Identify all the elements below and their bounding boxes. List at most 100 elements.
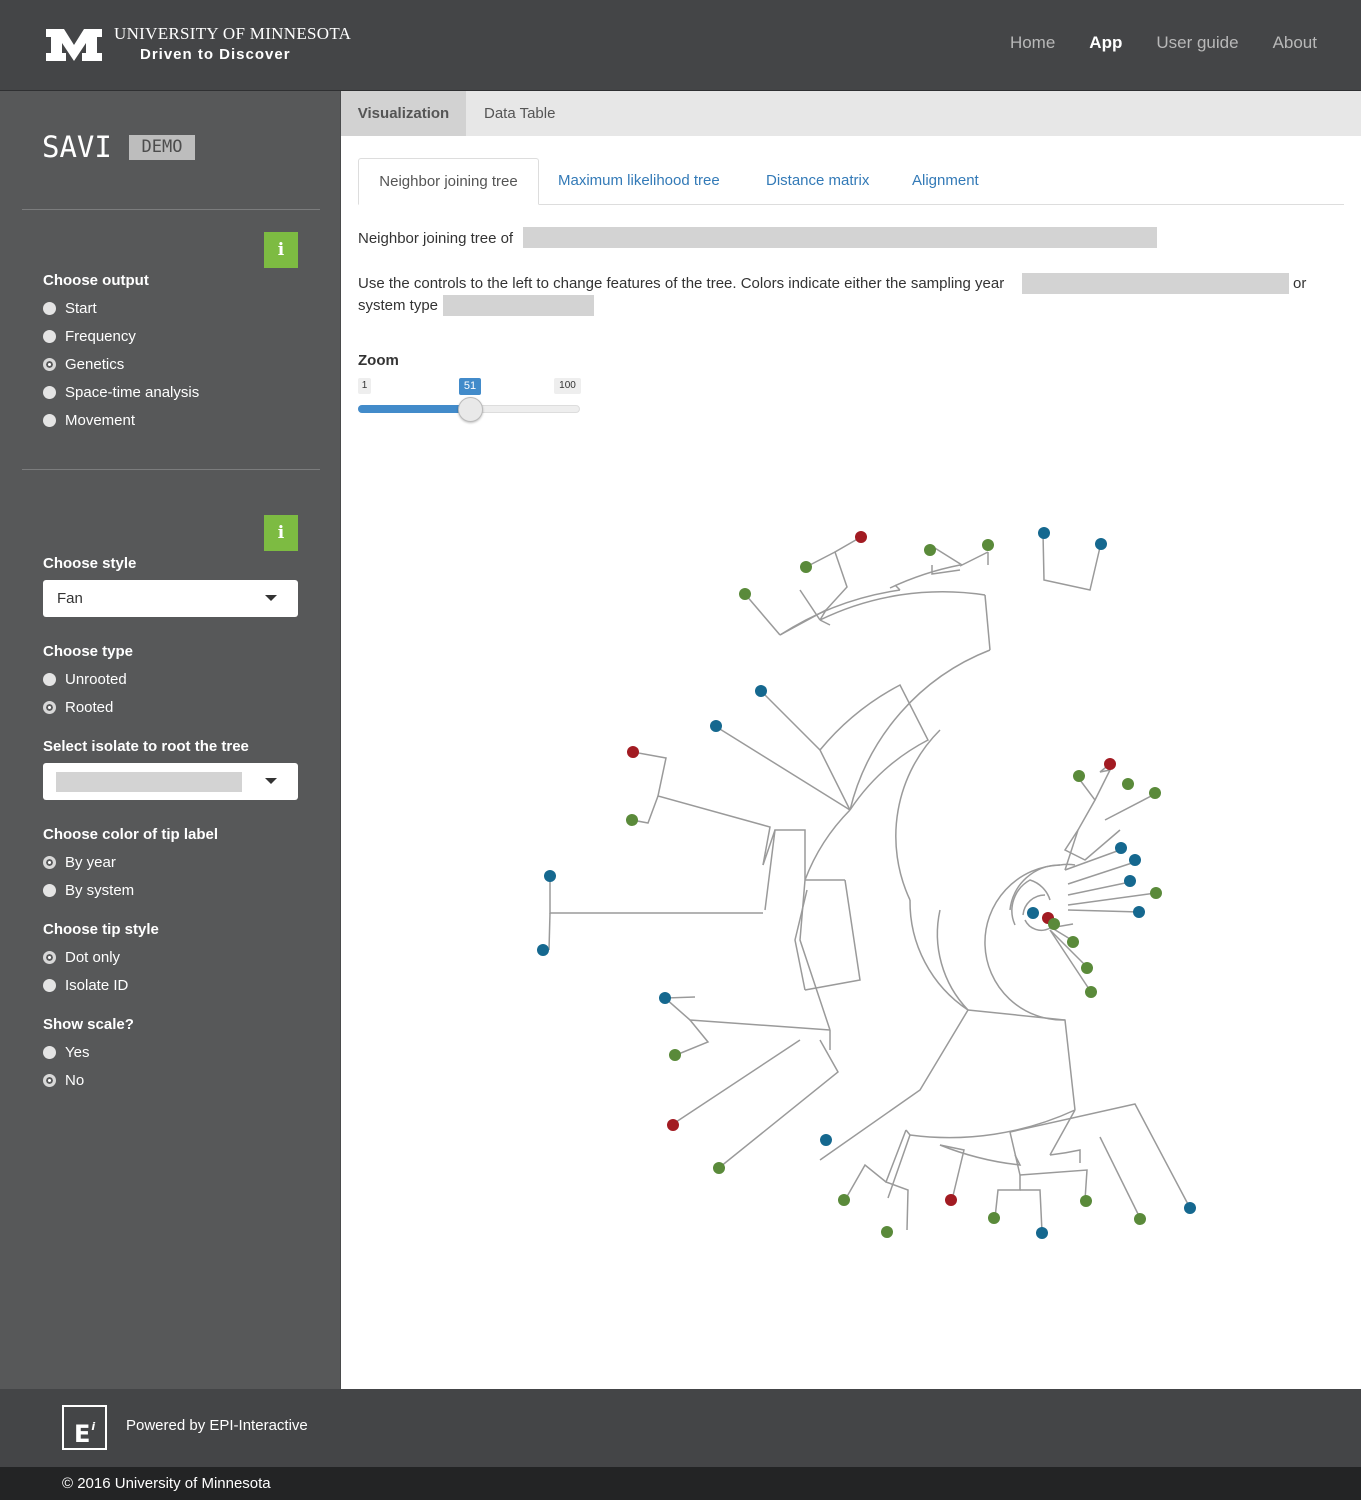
radio-dot[interactable] <box>43 414 56 427</box>
powered-by-text: Powered by EPI-Interactive <box>126 1417 308 1434</box>
style-select[interactable]: Fan <box>43 580 298 617</box>
radio-dot-selected[interactable] <box>43 701 56 714</box>
radio-label: By system <box>65 882 135 899</box>
radio-dot[interactable] <box>43 302 56 315</box>
zoom-value-label: 51 <box>459 378 481 395</box>
tree-tip-dot <box>755 685 767 697</box>
redacted-year-legend <box>1022 273 1289 294</box>
nav-home[interactable]: Home <box>1009 33 1056 52</box>
tree-branch <box>1094 763 1112 801</box>
tree-tip-dot <box>626 814 638 826</box>
output-info-button[interactable]: i <box>264 232 298 268</box>
tree-tip-dot <box>544 870 556 882</box>
tree-branch <box>1099 1136 1141 1219</box>
root-isolate-select[interactable] <box>43 763 298 800</box>
tree-branch <box>1064 779 1096 871</box>
nav-user-guide[interactable]: User guide <box>1156 33 1239 52</box>
tree-branch <box>719 1039 839 1168</box>
radio-scale-yes[interactable]: Yes <box>43 1044 89 1061</box>
radio-dot[interactable] <box>43 386 56 399</box>
redacted-dataset-name <box>523 227 1157 248</box>
radio-output-genetics[interactable]: Genetics <box>43 356 124 373</box>
tree-branch <box>804 879 861 991</box>
demo-badge: DEMO <box>129 135 195 160</box>
radio-dot-selected[interactable] <box>43 951 56 964</box>
redacted-value <box>56 772 242 792</box>
radio-dot[interactable] <box>43 330 56 343</box>
tree-branches <box>548 532 1191 1233</box>
tree-branch <box>675 1019 710 1056</box>
nav-about[interactable]: About <box>1272 33 1317 52</box>
tree-branch <box>885 1129 909 1231</box>
subtab-maximum-likelihood[interactable]: Maximum likelihood tree <box>558 172 720 189</box>
radio-scale-no[interactable]: No <box>43 1072 84 1089</box>
epi-interactive-logo[interactable]: Ei <box>62 1405 107 1450</box>
subtab-neighbor-joining[interactable]: Neighbor joining tree <box>358 158 539 205</box>
tree-tip-dot <box>739 588 751 600</box>
radio-dot-selected[interactable] <box>43 1074 56 1087</box>
tree-branch <box>905 1129 911 1136</box>
tree-branch <box>779 589 901 636</box>
tree-tip-dot <box>710 720 722 732</box>
radio-output-frequency[interactable]: Frequency <box>43 328 136 345</box>
tree-branch <box>779 608 829 636</box>
zoom-slider-fill <box>358 405 470 413</box>
tree-branch <box>1067 861 1136 885</box>
tree-branch <box>663 996 831 1031</box>
tree-tip-dot <box>667 1119 679 1131</box>
university-logo[interactable]: UNIVERSITY OF MINNESOTA Driven to Discov… <box>44 24 351 66</box>
main-nav: Home App User guide About <box>1010 33 1317 53</box>
tree-branch <box>849 649 991 811</box>
tree-tip-dot <box>1081 962 1093 974</box>
output-label: Choose output <box>43 272 149 289</box>
instructions-text-2: system type <box>358 297 439 314</box>
radio-dot[interactable] <box>43 884 56 897</box>
tree-branch <box>984 594 991 651</box>
tree-branch <box>1049 929 1089 969</box>
tree-tip-dot <box>838 1194 850 1206</box>
radio-output-movement[interactable]: Movement <box>43 412 135 429</box>
tree-tip-dot <box>1027 907 1039 919</box>
radio-dot[interactable] <box>43 673 56 686</box>
tree-branch <box>909 1109 1076 1139</box>
tree-branch <box>1104 793 1156 821</box>
tab-visualization[interactable]: Visualization <box>341 91 466 136</box>
radio-dot[interactable] <box>43 1046 56 1059</box>
footer <box>0 1389 1361 1467</box>
tree-heading: Neighbor joining tree of <box>358 230 514 247</box>
zoom-slider-handle[interactable] <box>458 397 483 422</box>
subtab-alignment[interactable]: Alignment <box>912 172 979 189</box>
tab-data-table[interactable]: Data Table <box>484 105 556 122</box>
tree-tip-dot <box>1104 758 1116 770</box>
top-navbar <box>0 0 1361 91</box>
tree-tip-dot <box>1036 1227 1048 1239</box>
tree-tip-dot <box>1133 906 1145 918</box>
radio-dot[interactable] <box>43 979 56 992</box>
tree-branch <box>1064 849 1121 871</box>
copyright-bar <box>0 1467 1361 1500</box>
subtab-distance-matrix[interactable]: Distance matrix <box>766 172 870 189</box>
radio-tip-isolate-id[interactable]: Isolate ID <box>43 977 128 994</box>
radio-color-by-year[interactable]: By year <box>43 854 116 871</box>
tree-branch <box>1067 881 1131 896</box>
style-info-button[interactable]: i <box>264 515 298 551</box>
tree-branch <box>548 912 551 951</box>
radio-label: Rooted <box>65 699 114 716</box>
tip-style-label: Choose tip style <box>43 921 159 938</box>
tree-branch <box>1009 1103 1191 1209</box>
tree-branch <box>1049 1149 1081 1163</box>
radio-tip-dot-only[interactable]: Dot only <box>43 949 120 966</box>
radio-output-space-time[interactable]: Space-time analysis <box>43 384 199 401</box>
radio-color-by-system[interactable]: By system <box>43 882 134 899</box>
radio-output-start[interactable]: Start <box>43 300 97 317</box>
tree-tips <box>537 527 1196 1239</box>
nav-app[interactable]: App <box>1089 33 1123 52</box>
radio-dot-selected[interactable] <box>43 358 56 371</box>
sidebar-divider <box>22 469 320 470</box>
tree-tip-dot <box>1048 918 1060 930</box>
radio-type-rooted[interactable]: Rooted <box>43 699 113 716</box>
radio-label: Genetics <box>65 356 125 373</box>
radio-type-unrooted[interactable]: Unrooted <box>43 671 127 688</box>
radio-dot-selected[interactable] <box>43 856 56 869</box>
tree-branch <box>1019 1169 1088 1201</box>
